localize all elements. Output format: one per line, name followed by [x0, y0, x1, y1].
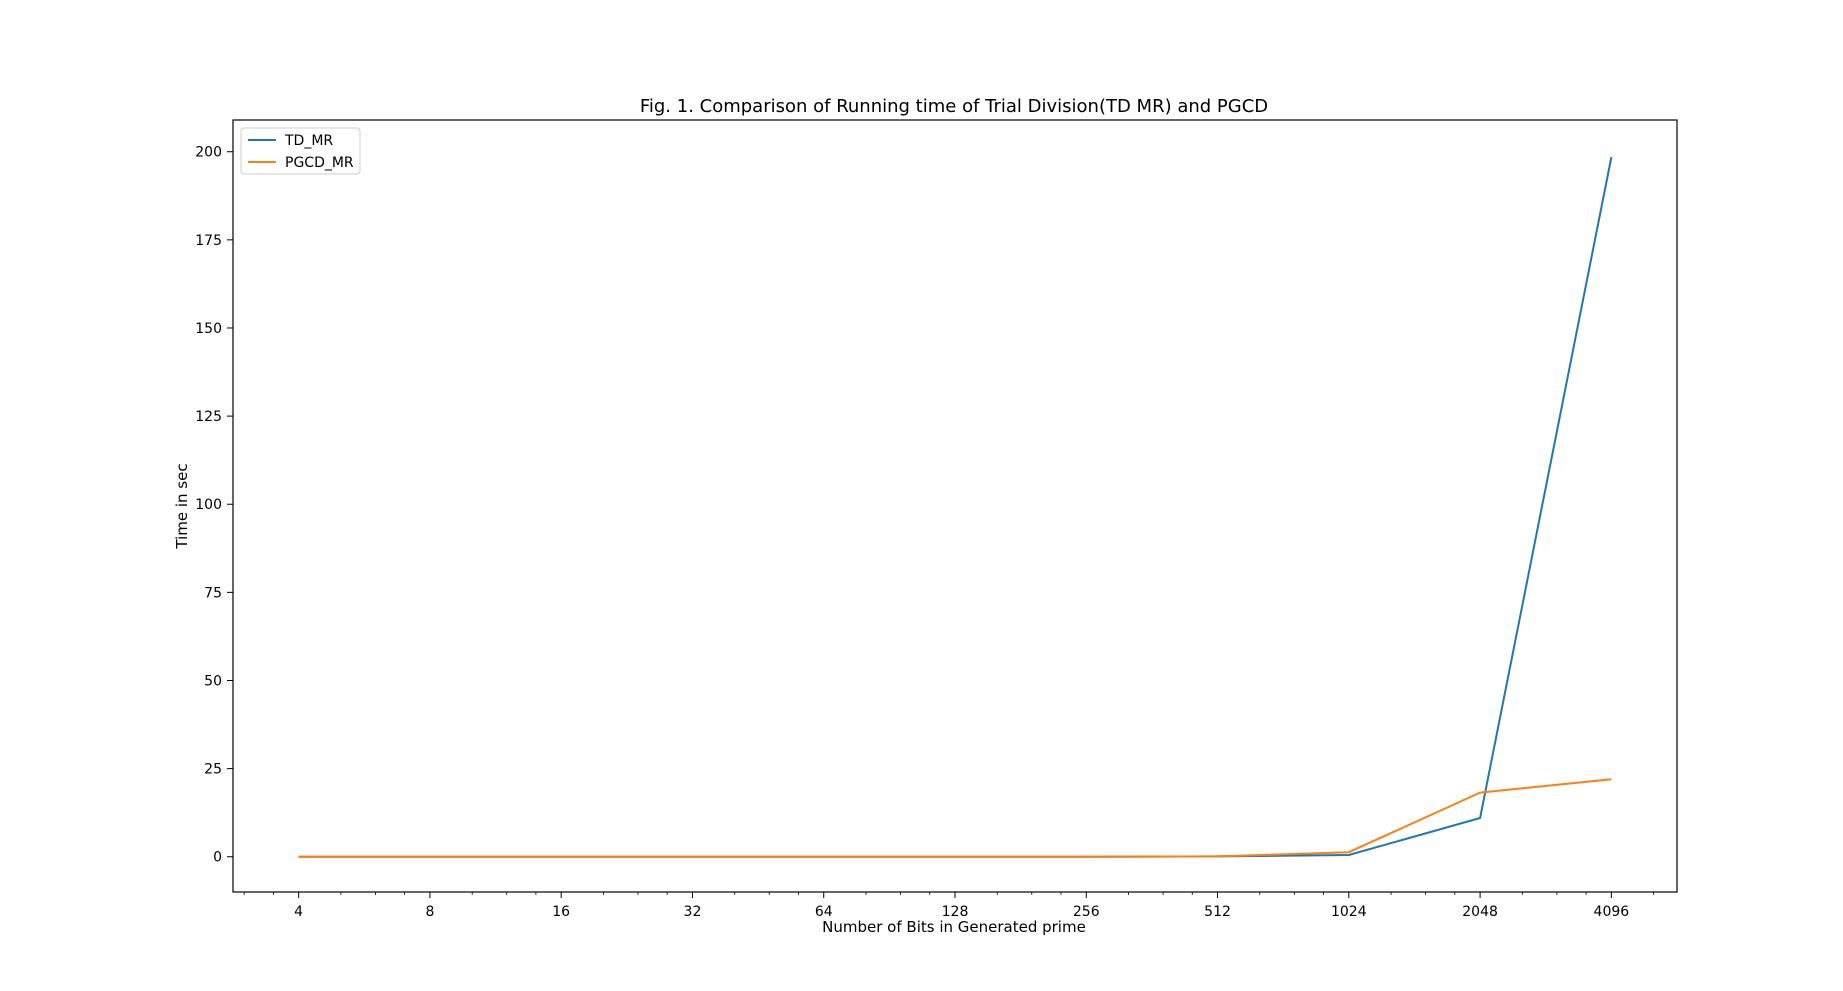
y-tick-label: 0: [213, 850, 222, 866]
x-axis-label: Number of Bits in Generated prime: [822, 918, 1086, 936]
y-axis-label: Time in sec: [173, 463, 191, 549]
x-tick-label: 1024: [1331, 904, 1367, 920]
x-tick-label: 2048: [1462, 904, 1498, 920]
x-tick-label: 256: [1073, 904, 1100, 920]
plot-frame: [232, 119, 1678, 893]
y-axis: 0 25 50 75 100 125 150 175 200: [195, 145, 233, 866]
legend-label: PGCD_MR: [285, 155, 354, 171]
x-tick-label: 128: [942, 904, 969, 920]
series-lines: [298, 156, 1613, 858]
y-tick-label: 25: [204, 762, 222, 778]
x-tick-label: 4096: [1594, 904, 1630, 920]
y-tick-label: 175: [195, 233, 222, 249]
y-tick-label: 75: [204, 585, 222, 601]
x-tick-label: 32: [684, 904, 702, 920]
x-tick-label: 4: [294, 904, 303, 920]
x-tick-label: 512: [1204, 904, 1231, 920]
legend: TD_MR PGCD_MR: [240, 127, 361, 175]
y-tick-label: 50: [204, 673, 222, 689]
y-tick-label: 125: [195, 409, 222, 425]
plot-area: 4 8 16 32 64 128 256 512 1024 2048 4096 0 25 50 75 100…: [195, 119, 1678, 920]
series-line-pgcd-mr: [298, 778, 1612, 858]
legend-label: TD_MR: [284, 133, 333, 149]
series-line-td-mr: [298, 156, 1613, 858]
x-tick-label: 8: [425, 904, 434, 920]
chart-title: Fig. 1. Comparison of Running time of Tr…: [640, 96, 1268, 117]
x-tick-label: 64: [815, 904, 833, 920]
y-tick-label: 150: [195, 321, 222, 337]
x-tick-label: 16: [552, 904, 570, 920]
x-axis: 4 8 16 32 64 128 256 512 1024 2048 4096: [243, 892, 1655, 920]
y-tick-label: 100: [195, 497, 222, 513]
y-tick-label: 200: [195, 145, 222, 161]
